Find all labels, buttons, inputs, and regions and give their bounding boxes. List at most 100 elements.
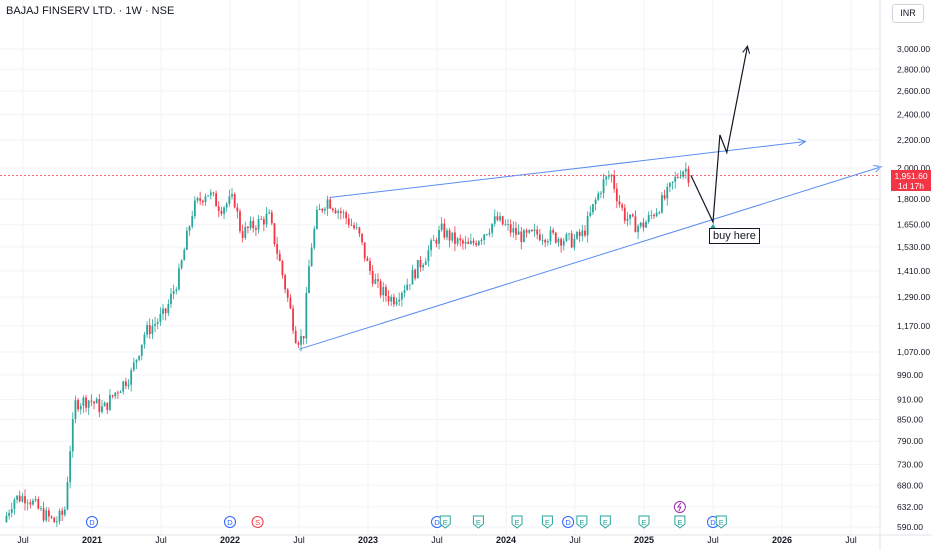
candle-body bbox=[443, 223, 446, 238]
candle-body bbox=[5, 515, 8, 523]
candle-body bbox=[186, 230, 188, 250]
candle-body bbox=[58, 510, 61, 522]
candle-body bbox=[82, 397, 85, 406]
candle-body bbox=[180, 260, 183, 269]
candle-body bbox=[233, 194, 236, 208]
event-E-icon bbox=[541, 515, 553, 529]
candle-body bbox=[53, 517, 56, 523]
buy-here-note[interactable]: buy here bbox=[709, 228, 760, 244]
event-glyph: D bbox=[227, 518, 233, 527]
candle-body bbox=[87, 400, 90, 408]
candle-body bbox=[382, 287, 385, 296]
candle-body bbox=[281, 261, 284, 276]
candle-body bbox=[416, 259, 419, 279]
event-E-icon bbox=[638, 515, 650, 529]
candle-body bbox=[398, 299, 401, 302]
candle-body bbox=[390, 296, 393, 302]
candle-body bbox=[196, 198, 199, 201]
candle-body bbox=[127, 384, 130, 387]
x-tick-label: 2023 bbox=[358, 535, 378, 545]
candle-body bbox=[589, 212, 592, 216]
candle-body bbox=[302, 336, 305, 339]
candle-body bbox=[533, 229, 536, 231]
candle-body bbox=[342, 212, 345, 214]
candle-body bbox=[570, 233, 573, 248]
event-glyph: E bbox=[719, 518, 724, 527]
candles bbox=[5, 162, 690, 528]
candle-body bbox=[639, 222, 642, 227]
candle-body bbox=[605, 176, 608, 180]
candle-body bbox=[647, 215, 650, 222]
candle-body bbox=[350, 224, 353, 226]
event-glyph: E bbox=[677, 518, 682, 527]
candle-body bbox=[220, 210, 223, 214]
x-axis: Jul 2021 Jul 2022 Jul 2023 Jul 2024 Jul 2025 Jul 20… bbox=[0, 534, 932, 545]
candle-body bbox=[663, 195, 666, 199]
candle-body bbox=[379, 281, 382, 296]
candle-body bbox=[578, 231, 581, 237]
candle-body bbox=[517, 231, 520, 235]
y-tick-label: 2,600.00 bbox=[897, 86, 930, 96]
candle-body bbox=[645, 221, 647, 228]
candle-body bbox=[485, 234, 488, 236]
candle-body bbox=[156, 321, 159, 324]
candle-body bbox=[676, 176, 679, 178]
candle-body bbox=[400, 292, 403, 300]
candle-body bbox=[223, 207, 225, 214]
candle-body bbox=[666, 186, 669, 199]
y-tick-label: 910.00 bbox=[897, 395, 923, 405]
candle-body bbox=[45, 510, 48, 521]
candle-body bbox=[215, 193, 217, 207]
candle-body bbox=[546, 241, 549, 243]
y-tick-label: 2,400.00 bbox=[897, 110, 930, 120]
candle-body bbox=[48, 510, 50, 517]
y-tick-label: 590.00 bbox=[897, 522, 923, 532]
candle-body bbox=[371, 270, 374, 284]
candle-body bbox=[225, 203, 228, 208]
y-tick-label: 730.00 bbox=[897, 459, 923, 469]
candle-body bbox=[408, 284, 411, 286]
candle-body bbox=[637, 226, 639, 233]
split-bolt-icon bbox=[676, 502, 682, 512]
projection-arrow bbox=[690, 44, 751, 231]
candle-body bbox=[63, 509, 66, 515]
candle-body bbox=[623, 207, 626, 221]
event-E-icon bbox=[576, 515, 588, 529]
candle-body bbox=[212, 192, 215, 194]
candle-body bbox=[273, 223, 276, 245]
y-tick-label: 1,070.00 bbox=[897, 347, 930, 357]
candle-body bbox=[159, 313, 162, 322]
candle-body bbox=[446, 230, 448, 238]
trendline-upper bbox=[329, 141, 806, 199]
candle-body bbox=[454, 232, 456, 244]
candle-body bbox=[69, 451, 72, 483]
candle-body bbox=[244, 226, 247, 238]
candle-body bbox=[29, 502, 32, 505]
candle-body bbox=[199, 198, 202, 201]
event-glyph: D bbox=[89, 518, 95, 527]
event-D-icon bbox=[562, 516, 575, 528]
candle-body bbox=[154, 323, 156, 326]
candle-body bbox=[491, 223, 493, 233]
candle-body bbox=[464, 241, 467, 244]
candle-body bbox=[239, 211, 241, 232]
candle-body bbox=[79, 405, 82, 410]
candle-body bbox=[554, 232, 557, 243]
candle-body bbox=[520, 231, 523, 242]
y-tick-label: 790.00 bbox=[897, 436, 923, 446]
candle-body bbox=[284, 275, 286, 290]
candle-body bbox=[600, 193, 602, 194]
currency-button[interactable]: INR bbox=[892, 4, 924, 23]
last-price-value: 1,951.60 bbox=[894, 171, 928, 181]
candle-body bbox=[586, 215, 589, 236]
candle-body bbox=[679, 176, 682, 178]
y-tick-label: 2,000.00 bbox=[897, 163, 930, 173]
candle-body bbox=[525, 230, 528, 233]
candle-body bbox=[655, 212, 658, 217]
y-tick-label: 1,170.00 bbox=[897, 321, 930, 331]
candle-body bbox=[286, 289, 289, 298]
candle-body bbox=[488, 232, 491, 235]
candle-body bbox=[422, 264, 424, 268]
